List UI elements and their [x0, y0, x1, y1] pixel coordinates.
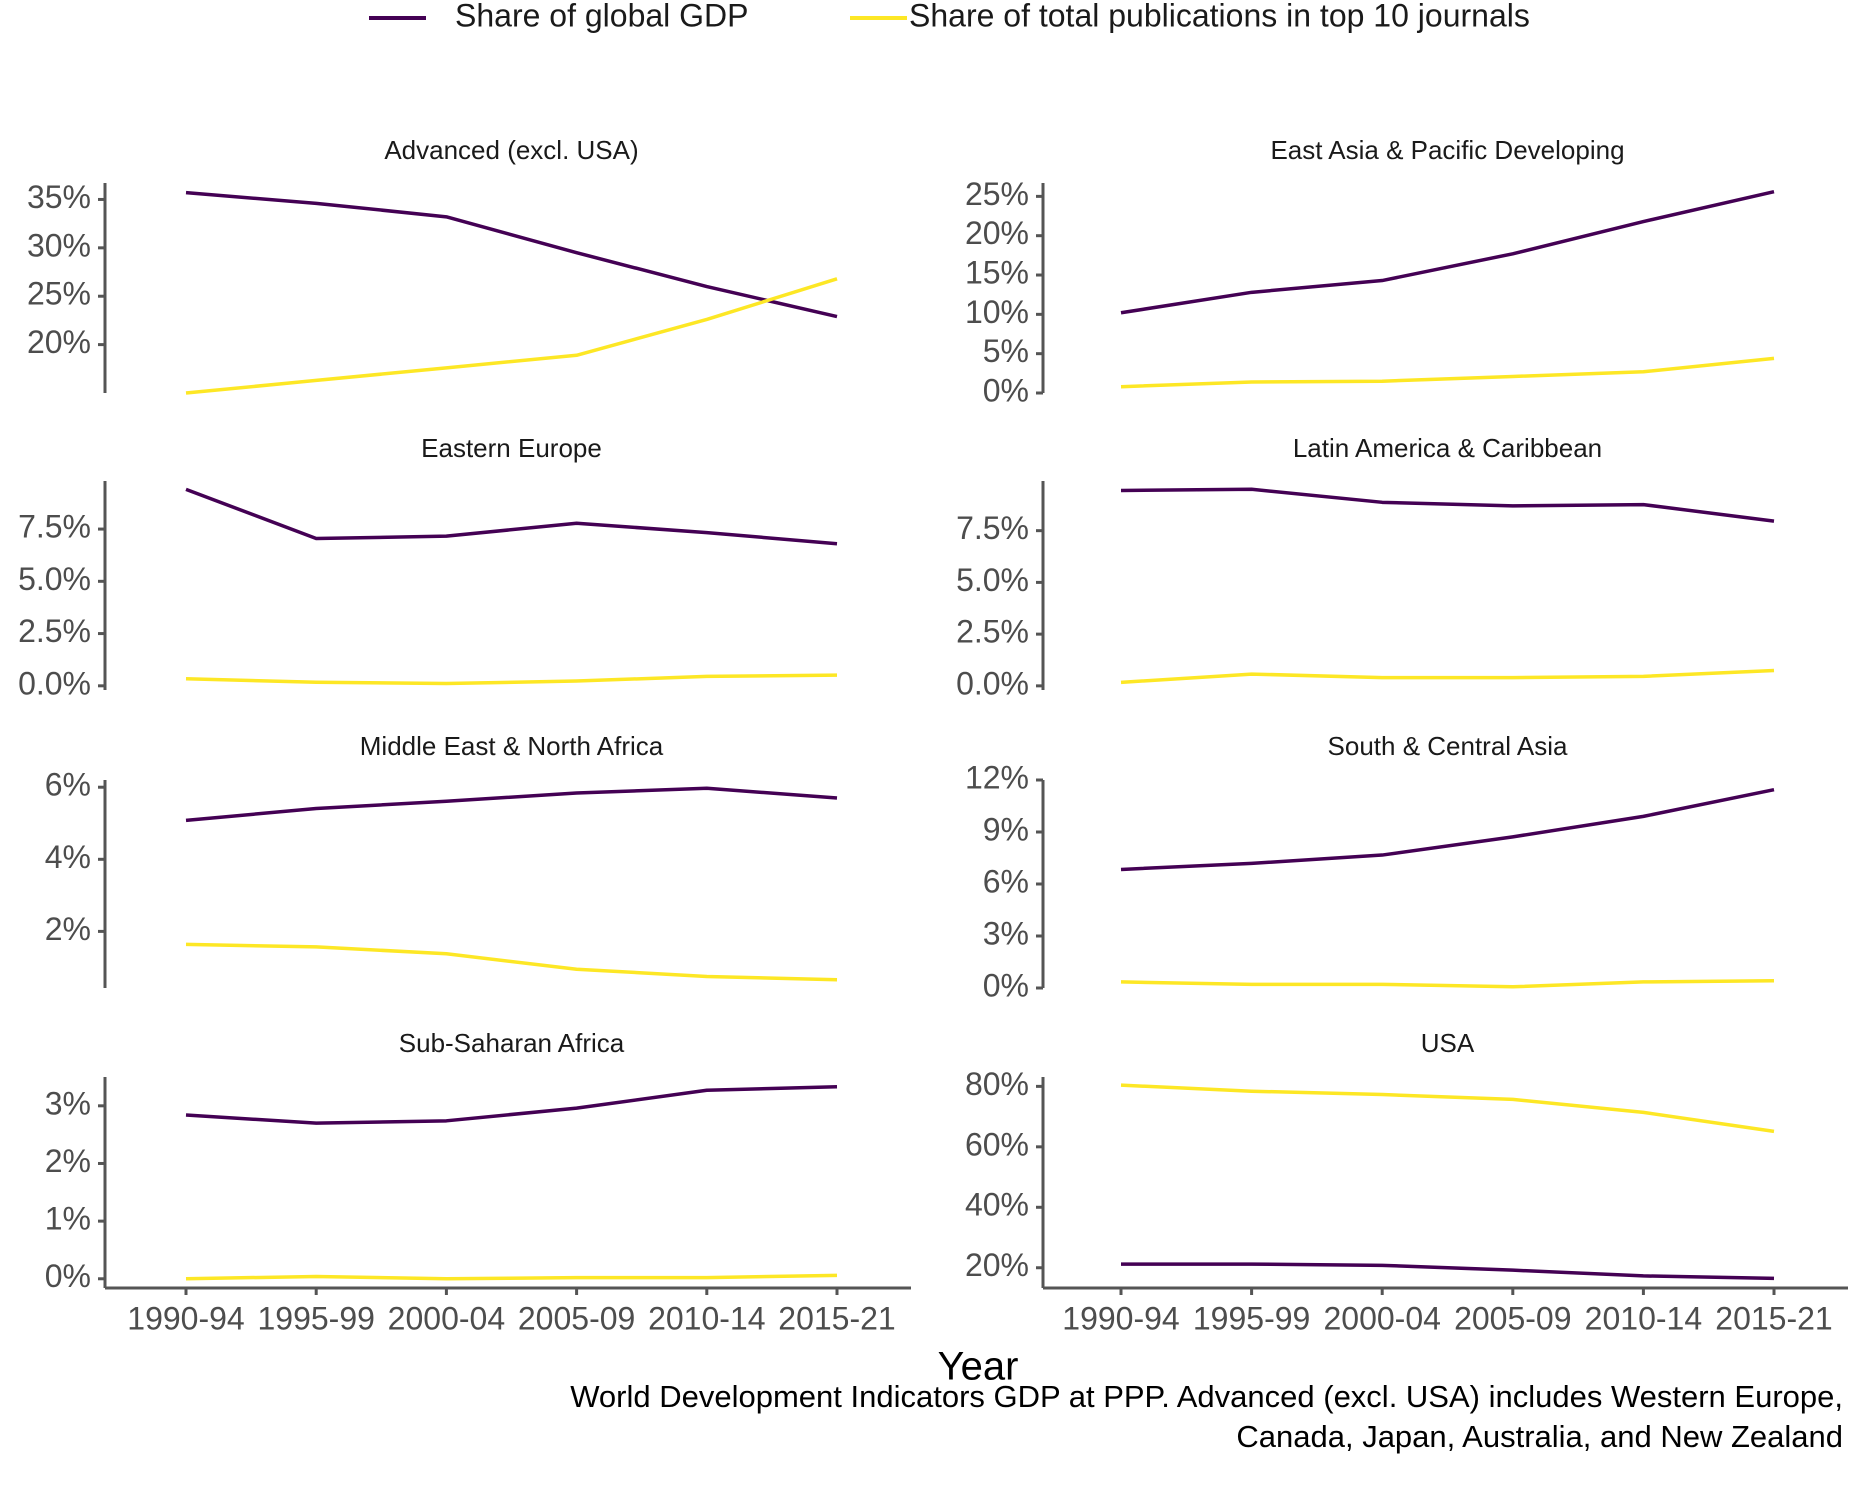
y-tick-label: 15%	[965, 254, 1029, 290]
x-axis-label: Year	[938, 1345, 1019, 1389]
y-tick-label: 7.5%	[18, 509, 91, 545]
x-tick-label: 2015-21	[778, 1300, 895, 1336]
series-line	[1120, 487, 1775, 523]
y-tick-label: 3%	[983, 915, 1029, 951]
panel-title: Sub-Saharan Africa	[399, 1028, 625, 1058]
y-tick-label: 0%	[983, 372, 1029, 408]
y-tick-label: 2.5%	[956, 614, 1029, 650]
panel-title: East Asia & Pacific Developing	[1270, 135, 1624, 165]
x-tick-label: 1990-94	[1062, 1300, 1179, 1336]
y-tick-label: 12%	[965, 759, 1029, 795]
y-tick-label: 2%	[45, 911, 91, 947]
y-tick-label: 5.0%	[18, 561, 91, 597]
series-line	[1120, 189, 1775, 315]
x-tick-label: 2010-14	[648, 1300, 765, 1336]
y-tick-label: 7.5%	[956, 510, 1029, 546]
series-line	[185, 786, 838, 823]
x-tick-label: 2005-09	[518, 1300, 635, 1336]
x-tick-label: 2010-14	[1585, 1300, 1702, 1336]
panel-title: Advanced (excl. USA)	[384, 135, 638, 165]
x-tick-label: 2000-04	[1323, 1300, 1440, 1336]
y-tick-label: 40%	[965, 1187, 1029, 1223]
panel-title: Middle East & North Africa	[360, 731, 664, 761]
y-tick-label: 5%	[983, 333, 1029, 369]
y-tick-label: 10%	[965, 294, 1029, 330]
series-line	[185, 942, 838, 982]
y-tick-label: 3%	[45, 1085, 91, 1121]
y-tick-label: 5.0%	[956, 562, 1029, 598]
x-tick-label: 2005-09	[1454, 1300, 1571, 1336]
y-tick-label: 20%	[27, 324, 91, 360]
series-line	[1121, 1262, 1775, 1281]
y-tick-label: 0.0%	[956, 665, 1029, 701]
panel-title: Latin America & Caribbean	[1293, 433, 1602, 463]
y-tick-label: 20%	[965, 1247, 1029, 1283]
y-tick-label: 0%	[45, 1258, 91, 1294]
x-tick-label: 1990-94	[127, 1300, 244, 1336]
y-tick-label: 30%	[27, 227, 91, 263]
caption: World Development Indicators GDP at PPP.…	[570, 1379, 1843, 1414]
panel-title: Eastern Europe	[421, 433, 602, 463]
legend-label: Share of total publications in top 10 jo…	[909, 0, 1530, 33]
y-tick-label: 2.5%	[18, 613, 91, 649]
y-tick-label: 6%	[983, 863, 1029, 899]
series-line	[1120, 668, 1775, 685]
x-tick-label: 2015-21	[1715, 1300, 1832, 1336]
series-line	[185, 190, 838, 319]
y-tick-label: 80%	[965, 1066, 1029, 1102]
y-tick-label: 35%	[27, 179, 91, 215]
y-tick-label: 25%	[965, 176, 1029, 212]
y-tick-label: 60%	[965, 1126, 1029, 1162]
y-tick-label: 1%	[45, 1201, 91, 1237]
y-tick-label: 20%	[965, 215, 1029, 251]
x-tick-label: 2000-04	[388, 1300, 505, 1336]
y-tick-label: 6%	[45, 767, 91, 803]
series-line	[185, 1085, 838, 1125]
x-tick-label: 1995-99	[257, 1300, 374, 1336]
x-tick-label: 1995-99	[1193, 1300, 1310, 1336]
panel-title: USA	[1421, 1028, 1475, 1058]
y-tick-label: 25%	[27, 276, 91, 312]
legend-label: Share of global GDP	[455, 0, 749, 33]
caption: Canada, Japan, Australia, and New Zealan…	[1236, 1419, 1843, 1454]
series-line	[1120, 978, 1775, 989]
series-line	[1120, 356, 1775, 389]
y-tick-label: 0.0%	[18, 665, 91, 701]
y-tick-label: 0%	[983, 967, 1029, 1003]
panel-title: South & Central Asia	[1328, 731, 1568, 761]
y-tick-label: 2%	[45, 1143, 91, 1179]
series-line	[185, 673, 838, 686]
series-line	[185, 487, 838, 546]
series-line	[1120, 1083, 1775, 1134]
y-tick-label: 4%	[45, 839, 91, 875]
series-line	[185, 1273, 838, 1281]
y-tick-label: 9%	[983, 811, 1029, 847]
series-line	[1120, 787, 1775, 872]
series-line	[185, 277, 838, 395]
